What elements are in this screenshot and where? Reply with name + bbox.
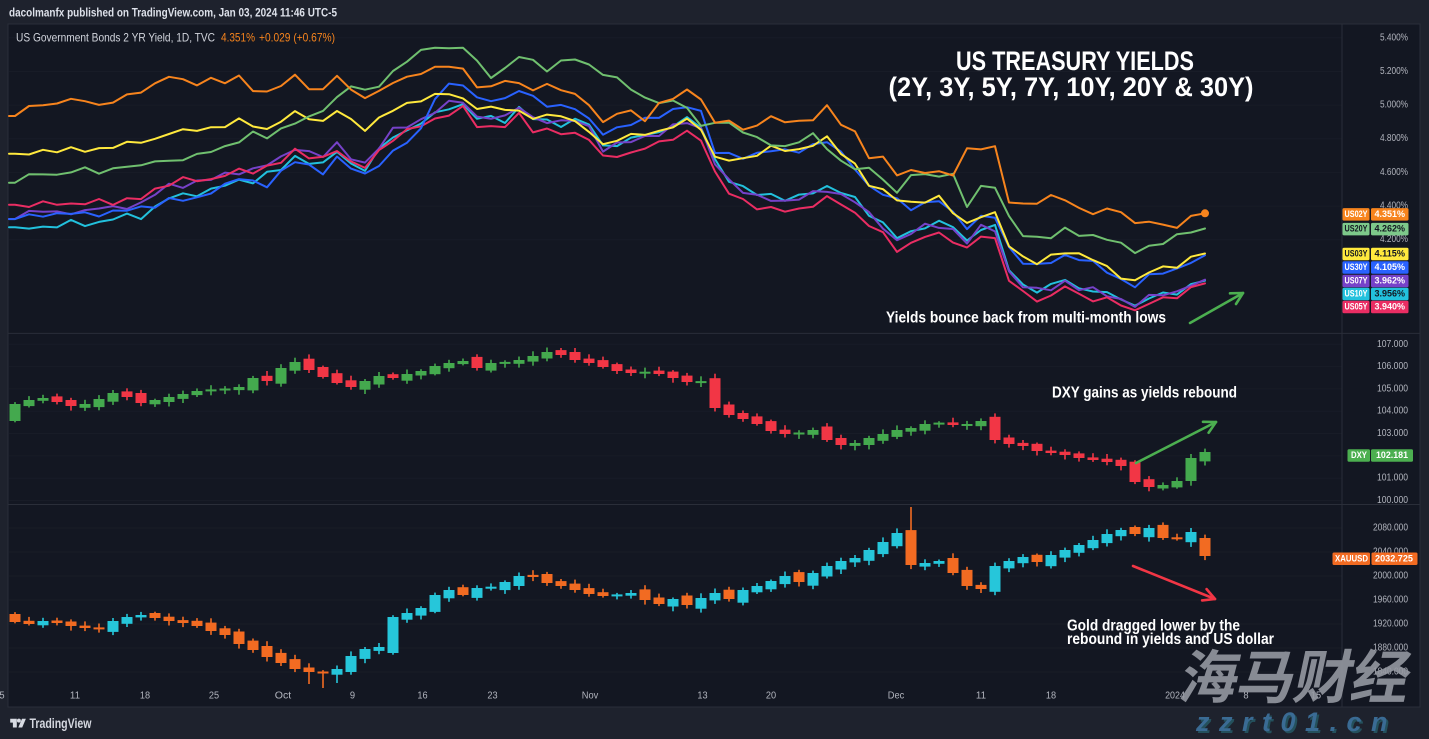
svg-text:US TREASURY YIELDS: US TREASURY YIELDS — [956, 46, 1194, 76]
svg-text:105.000: 105.000 — [1377, 383, 1408, 394]
svg-text:zzrt01.cn: zzrt01.cn — [1197, 709, 1399, 739]
svg-text:16: 16 — [417, 691, 428, 702]
svg-text:23: 23 — [487, 691, 498, 702]
svg-text:4.600%: 4.600% — [1380, 167, 1408, 178]
svg-text:(2Y, 3Y, 5Y, 7Y, 10Y, 20Y & 30: (2Y, 3Y, 5Y, 7Y, 10Y, 20Y & 30Y) — [889, 72, 1254, 102]
svg-text:Yields bounce back from multi-: Yields bounce back from multi-month lows — [886, 310, 1166, 327]
svg-text:3.956%: 3.956% — [1375, 289, 1406, 300]
svg-text:DXY: DXY — [1351, 450, 1368, 461]
svg-text:3.962%: 3.962% — [1375, 276, 1406, 287]
svg-text:13: 13 — [697, 691, 708, 702]
svg-text:US20Y: US20Y — [1345, 224, 1369, 235]
svg-text:5: 5 — [0, 691, 5, 702]
svg-text:25: 25 — [209, 691, 220, 702]
svg-text:US07Y: US07Y — [1345, 276, 1369, 287]
svg-text:100.000: 100.000 — [1377, 495, 1408, 506]
svg-text:Oct: Oct — [275, 691, 292, 702]
svg-text:5.200%: 5.200% — [1380, 66, 1408, 77]
svg-text:US02Y: US02Y — [1345, 209, 1369, 220]
svg-text:4.800%: 4.800% — [1380, 133, 1408, 144]
svg-text:5.400%: 5.400% — [1380, 32, 1408, 43]
svg-text:zzrt01.cn: zzrt01.cn — [1195, 707, 1397, 737]
svg-text:US03Y: US03Y — [1345, 249, 1369, 260]
svg-text:4.105%: 4.105% — [1375, 262, 1406, 273]
svg-text:1960.000: 1960.000 — [1373, 595, 1408, 606]
svg-text:XAUUSD: XAUUSD — [1335, 554, 1368, 565]
svg-text:2080.000: 2080.000 — [1373, 523, 1408, 534]
svg-text:2032.725: 2032.725 — [1375, 554, 1414, 565]
svg-text:4.400%: 4.400% — [1380, 201, 1408, 212]
svg-text:US30Y: US30Y — [1345, 262, 1369, 273]
svg-text:3.940%: 3.940% — [1375, 302, 1406, 313]
svg-text:2040.000: 2040.000 — [1373, 547, 1408, 558]
svg-text:US Government Bonds 2 YR Yield: US Government Bonds 2 YR Yield, 1D, TVC — [16, 31, 215, 45]
svg-text:DXY gains as yields rebound: DXY gains as yields rebound — [1052, 385, 1237, 402]
svg-text:Gold dragged lower by the: Gold dragged lower by the — [1067, 618, 1240, 635]
svg-text:106.000: 106.000 — [1377, 361, 1408, 372]
svg-text:4.200%: 4.200% — [1380, 234, 1408, 245]
svg-text:2000.000: 2000.000 — [1373, 571, 1408, 582]
svg-text:18: 18 — [140, 691, 151, 702]
svg-text:20: 20 — [766, 691, 777, 702]
svg-text:4.262%: 4.262% — [1375, 224, 1406, 235]
svg-text:2024: 2024 — [1165, 691, 1185, 702]
svg-text:1880.000: 1880.000 — [1373, 643, 1408, 654]
svg-text:Nov: Nov — [582, 691, 599, 702]
svg-text:4.351%: 4.351% — [1375, 209, 1406, 220]
svg-text:Dec: Dec — [888, 691, 905, 702]
svg-text:+0.029 (+0.67%): +0.029 (+0.67%) — [259, 31, 335, 45]
svg-text:102.181: 102.181 — [1376, 450, 1409, 461]
svg-text:US10Y: US10Y — [1345, 289, 1369, 300]
svg-text:rebound in yields and US dolla: rebound in yields and US dollar — [1067, 631, 1274, 648]
svg-text:1920.000: 1920.000 — [1373, 619, 1408, 630]
svg-text:TradingView: TradingView — [30, 716, 92, 731]
svg-text:US05Y: US05Y — [1345, 302, 1369, 313]
svg-text:101.000: 101.000 — [1377, 473, 1408, 484]
svg-text:8: 8 — [1243, 691, 1249, 702]
svg-text:9: 9 — [350, 691, 356, 702]
svg-text:5.000%: 5.000% — [1380, 100, 1408, 111]
svg-text:dacolmanfx published on Tradin: dacolmanfx published on TradingView.com,… — [9, 8, 338, 20]
svg-text:4.351%: 4.351% — [221, 31, 255, 45]
svg-text:4.115%: 4.115% — [1375, 249, 1406, 260]
svg-text:107.000: 107.000 — [1377, 339, 1408, 350]
svg-text:103.000: 103.000 — [1377, 428, 1408, 439]
svg-text:18: 18 — [1046, 691, 1057, 702]
svg-text:104.000: 104.000 — [1377, 406, 1408, 417]
svg-text:11: 11 — [70, 691, 81, 702]
svg-text:11: 11 — [976, 691, 987, 702]
